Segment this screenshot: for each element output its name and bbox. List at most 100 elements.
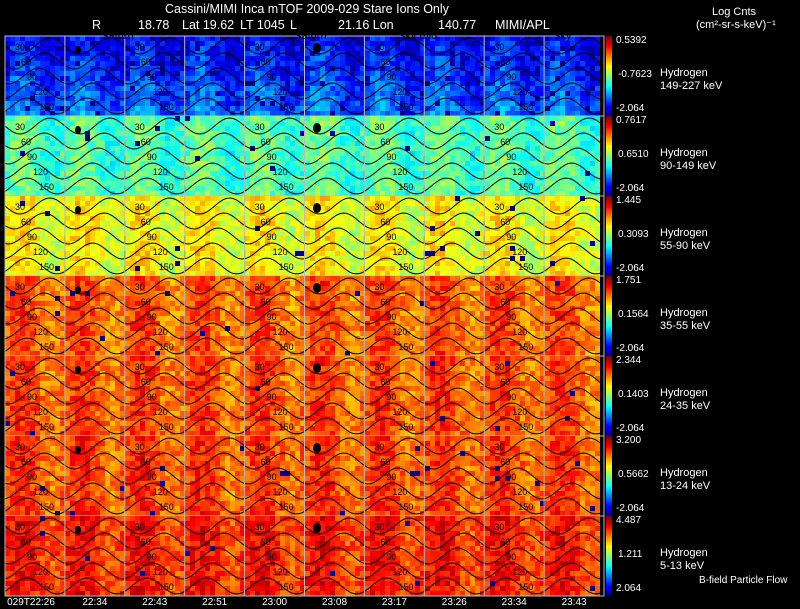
colorbar-max-2: 0.7617 — [616, 115, 647, 126]
x-tick-label: 23:34 — [502, 597, 527, 608]
colorbar-max-7: 4.487 — [616, 515, 641, 526]
svg-text:120: 120 — [512, 87, 527, 97]
svg-text:120: 120 — [33, 87, 48, 97]
colorbar-max-5: 2.344 — [616, 355, 641, 366]
svg-text:90: 90 — [506, 72, 516, 82]
svg-text:60: 60 — [261, 57, 271, 67]
svg-text:150: 150 — [159, 102, 174, 112]
svg-text:30: 30 — [255, 42, 265, 52]
species-label-1: Hydrogen — [660, 67, 708, 80]
contour-lines-panel-6: 3060901201503060901201503060901201503060… — [4, 437, 605, 515]
colorbar-max-4: 1.751 — [616, 275, 641, 286]
species-label-3: Hydrogen — [660, 227, 708, 240]
colorbar-min-7: 2.064 — [616, 583, 641, 594]
svg-text:90: 90 — [506, 152, 516, 162]
colorbar-5 — [606, 356, 612, 436]
units-title: Log Cnts — [712, 6, 756, 19]
saturn-label-b: saturn — [296, 30, 327, 43]
svg-text:30: 30 — [494, 42, 504, 52]
l-label: L — [290, 19, 297, 32]
colorbar-min-6: -2.064 — [616, 503, 644, 514]
colorbar-3 — [606, 196, 612, 276]
svg-text:120: 120 — [273, 167, 288, 177]
x-tick-label: 23:43 — [562, 597, 587, 608]
colorbar-mid-3: 0.3093 — [618, 229, 649, 240]
colorbar-min-3: -2.064 — [616, 263, 644, 274]
contour-lines-panel-7: 3060901201503060901201503060901201503060… — [4, 517, 605, 595]
energy-label-2: 90-149 keV — [660, 160, 716, 173]
svg-text:150: 150 — [39, 102, 54, 112]
svg-text:90: 90 — [147, 72, 157, 82]
r-value: 18.78 — [138, 19, 169, 32]
contour-lines-panel-4: 3060901201503060901201503060901201503060… — [4, 277, 605, 355]
x-tick-label: 22:43 — [142, 597, 167, 608]
svg-text:120: 120 — [153, 167, 168, 177]
svg-text:30: 30 — [374, 42, 384, 52]
x-tick-label: 23:08 — [322, 597, 347, 608]
svg-text:150: 150 — [518, 102, 533, 112]
chart-title: Cassini/MIMI Inca mTOF 2009-029 Stare Io… — [165, 3, 449, 16]
contour-lines-panel-1: 30 60 90 120 150 30 60 90 120 150 30 60 90 120 150 30 60… — [4, 37, 605, 115]
lon-value: 21.16 Lon — [338, 19, 394, 32]
x-tick-label: 23:26 — [442, 597, 467, 608]
colorbar-min-2: -2.064 — [616, 183, 644, 194]
contour-lines-panel-5: 3060901201503060901201503060901201503060… — [4, 357, 605, 435]
x-tick-label: 22:34 — [82, 597, 107, 608]
svg-text:30: 30 — [135, 122, 145, 132]
colorbar-7 — [606, 516, 612, 596]
heatmap-panel-4 — [5, 276, 600, 356]
colorbar-mid-1: -0.7623 — [618, 69, 652, 80]
lat-value: Lat 19.62 — [182, 19, 234, 32]
colorbar-mid-4: 0.1564 — [618, 309, 649, 320]
saturn-label-a: saturn — [103, 30, 134, 43]
svg-text:90: 90 — [27, 72, 37, 82]
sky-right-label: sky — [555, 30, 572, 43]
svg-text:150: 150 — [159, 182, 174, 192]
svg-text:90: 90 — [386, 152, 396, 162]
energy-label-1: 149-227 keV — [660, 80, 722, 93]
svg-text:30: 30 — [135, 42, 145, 52]
svg-text:150: 150 — [279, 182, 294, 192]
colorbar-max-1: 0.5392 — [616, 35, 647, 46]
svg-text:30: 30 — [15, 122, 25, 132]
species-label-6: Hydrogen — [660, 467, 708, 480]
colorbar-min-1: -2.064 — [616, 103, 644, 114]
energy-label-4: 35-55 keV — [660, 320, 710, 333]
x-tick-label: 23:17 — [382, 597, 407, 608]
r-label: R — [92, 19, 101, 32]
svg-text:60: 60 — [141, 57, 151, 67]
colorbar-2 — [606, 116, 612, 196]
svg-text:150: 150 — [398, 102, 413, 112]
colorbar-min-5: -2.064 — [616, 423, 644, 434]
colorbar-max-6: 3.200 — [616, 435, 641, 446]
svg-text:150: 150 — [398, 182, 413, 192]
x-tick-label: 23:00 — [262, 597, 287, 608]
svg-text:60: 60 — [500, 57, 510, 67]
species-label-5: Hydrogen — [660, 387, 708, 400]
credit-label: MIMI/APL — [495, 19, 550, 32]
lt-value: LT 1045 — [240, 19, 285, 32]
colorbar-1 — [606, 36, 612, 116]
sky-mid-label: sky mid — [400, 30, 437, 43]
colorbar-6 — [606, 436, 612, 516]
svg-text:60: 60 — [380, 137, 390, 147]
svg-text:120: 120 — [273, 87, 288, 97]
svg-text:90: 90 — [267, 152, 277, 162]
species-label-7: Hydrogen — [660, 547, 708, 560]
svg-text:90: 90 — [267, 72, 277, 82]
contour-lines-panel-2: 30 60 90 120 150 30 60 90 120 150 30 60 90 120 150 30 60… — [4, 117, 605, 195]
colorbar-4 — [606, 276, 612, 356]
x-tick-label: 029T22:26 — [7, 597, 55, 608]
svg-text:90: 90 — [147, 152, 157, 162]
svg-text:60: 60 — [21, 137, 31, 147]
units-subtitle: (cm²-sr-s-keV)⁻¹ — [696, 19, 776, 32]
colorbar-min-4: -2.064 — [616, 343, 644, 354]
svg-text:30: 30 — [494, 122, 504, 132]
svg-text:30: 30 — [15, 42, 25, 52]
svg-text:120: 120 — [33, 167, 48, 177]
svg-text:60: 60 — [261, 137, 271, 147]
colorbar-mid-6: 0.5662 — [618, 469, 649, 480]
energy-label-5: 24-35 keV — [660, 400, 710, 413]
contour-lines-panel-3: 3060901201503060901201503060901201503060… — [4, 197, 605, 275]
svg-text:120: 120 — [392, 87, 407, 97]
